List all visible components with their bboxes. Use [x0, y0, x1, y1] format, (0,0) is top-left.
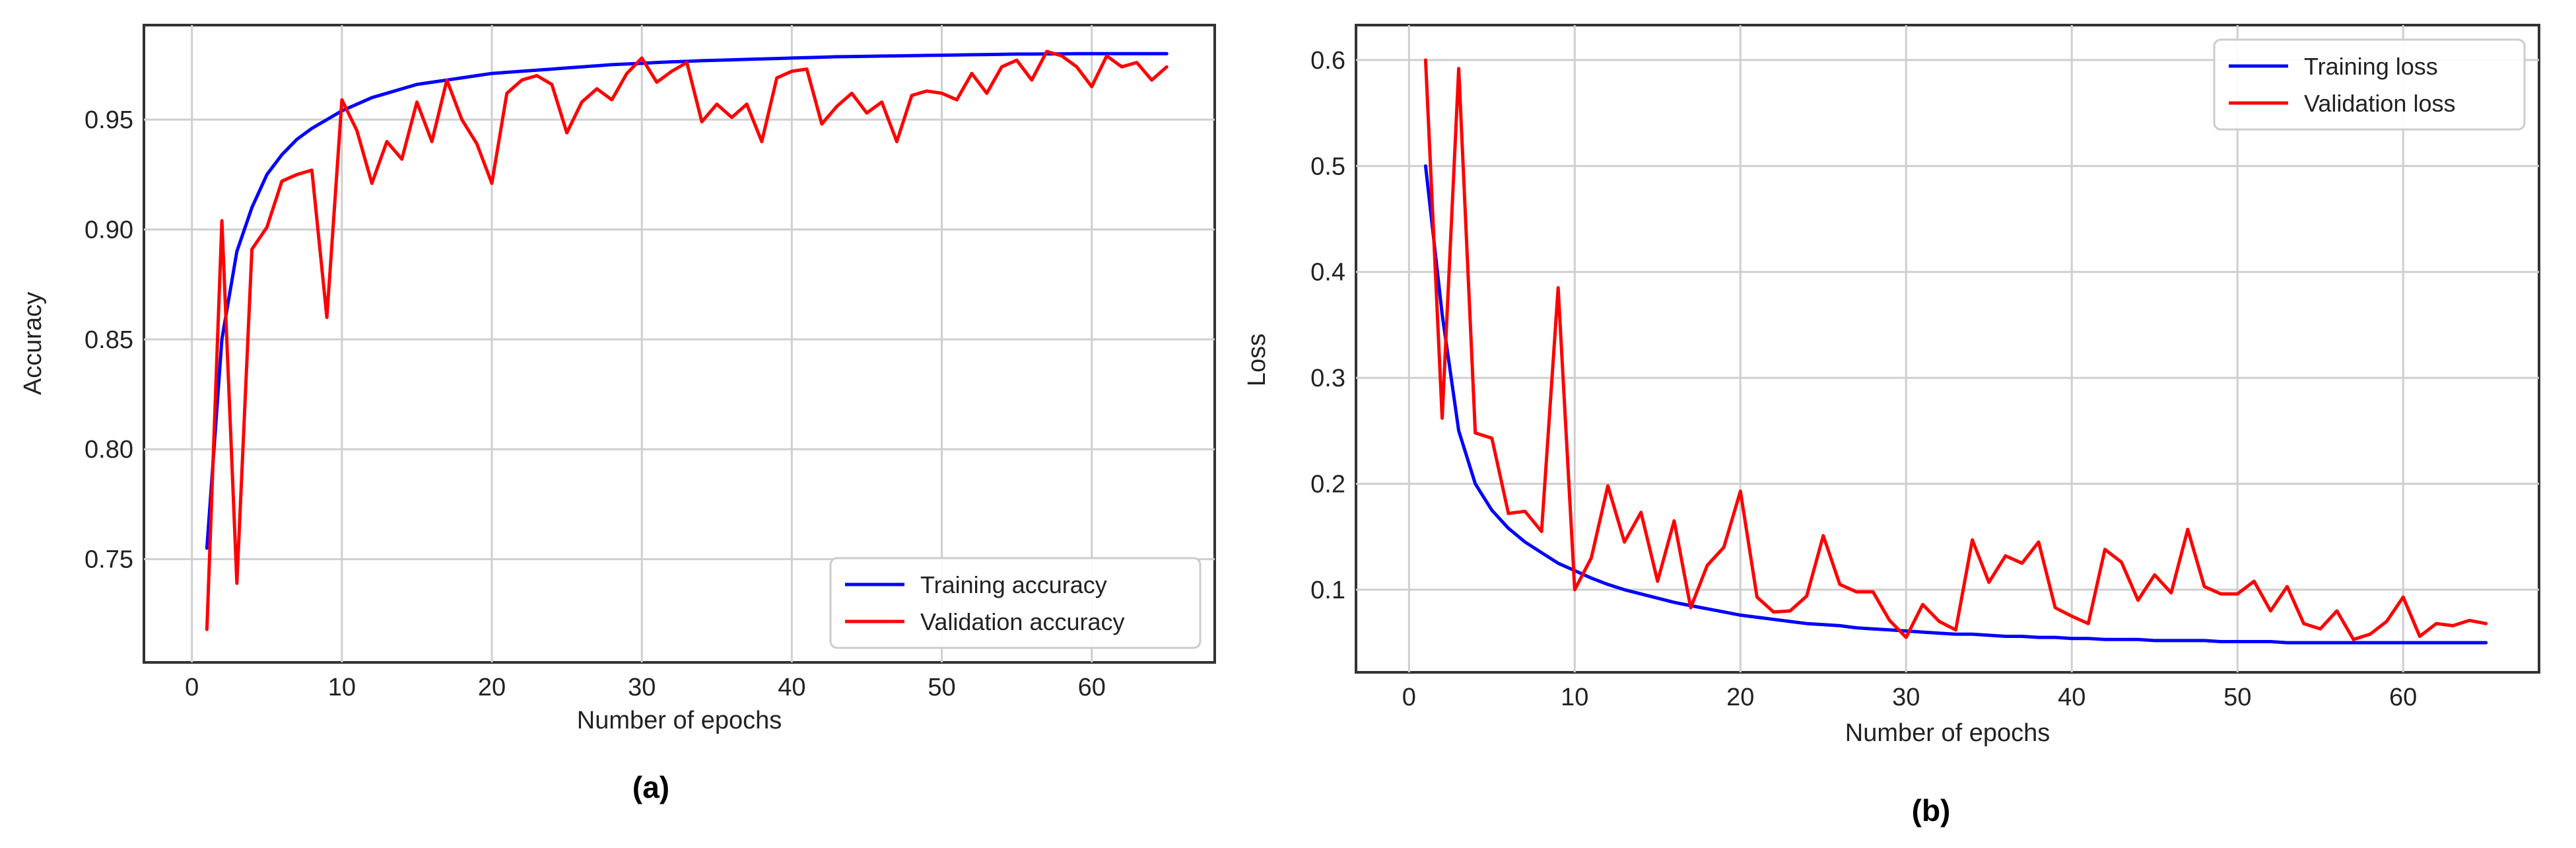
panel-label-a: (a): [632, 770, 669, 804]
loss-y-tick-label: 0.6: [1310, 47, 1345, 75]
loss-x-ticks: 0 10 20 30 40 50 60: [1402, 684, 2418, 711]
loss-y-axis-label: Loss: [1243, 334, 1271, 386]
loss-chart-panel: 0 10 20 30 40 50 60 0.1 0.2 0.3 0.4 0.5 0.6 Trainin…: [1243, 24, 2540, 828]
loss-y-tick-label: 0.2: [1310, 471, 1345, 499]
loss-series-validation-line: [1423, 58, 2488, 641]
accuracy-legend: Training accuracy Validation accuracy: [829, 557, 1202, 649]
accuracy-x-tick-label: 20: [478, 674, 506, 701]
accuracy-y-tick-label: 0.75: [85, 546, 133, 574]
loss-y-tick-label: 0.3: [1310, 365, 1345, 392]
accuracy-x-tick-label: 40: [778, 674, 805, 701]
accuracy-x-tick-label: 10: [328, 674, 356, 701]
accuracy-legend-label: Training accuracy: [920, 571, 1107, 598]
loss-legend-box: [2213, 38, 2526, 131]
loss-legend: Training loss Validation loss: [2213, 38, 2526, 131]
accuracy-y-ticks: 0.75 0.80 0.85 0.90 0.95: [85, 106, 133, 574]
accuracy-chart-panel: 0 10 20 30 40 50 60 0.75 0.80 0.85 0.90 0.95 Train…: [19, 24, 1216, 804]
loss-series-training-line: [1423, 164, 2488, 645]
loss-grid: [1356, 25, 2539, 672]
loss-y-tick-label: 0.5: [1310, 153, 1345, 180]
accuracy-y-tick-label: 0.90: [85, 216, 133, 244]
accuracy-x-tick-label: 60: [1078, 674, 1106, 701]
loss-x-tick-label: 60: [2389, 684, 2417, 711]
loss-x-tick-label: 50: [2223, 684, 2251, 711]
loss-y-ticks: 0.1 0.2 0.3 0.4 0.5 0.6: [1310, 47, 1345, 604]
accuracy-x-axis-label: Number of epochs: [577, 707, 782, 734]
loss-legend-label: Training loss: [2304, 53, 2438, 80]
accuracy-x-tick-label: 50: [928, 674, 955, 701]
accuracy-x-tick-label: 30: [628, 674, 656, 701]
accuracy-y-tick-label: 0.80: [85, 436, 133, 464]
accuracy-x-tick-label: 0: [185, 674, 199, 701]
loss-x-tick-label: 20: [1726, 684, 1754, 711]
accuracy-y-axis-label: Accuracy: [19, 292, 47, 395]
loss-lines: [1423, 58, 2488, 645]
accuracy-legend-box: [829, 557, 1202, 649]
accuracy-y-tick-label: 0.95: [85, 106, 133, 134]
accuracy-y-tick-label: 0.85: [85, 326, 133, 354]
accuracy-grid: [144, 25, 1215, 662]
panel-label-b: (b): [1912, 793, 1951, 828]
loss-y-tick-label: 0.4: [1310, 259, 1345, 287]
accuracy-x-ticks: 0 10 20 30 40 50 60: [185, 674, 1106, 701]
loss-x-tick-label: 30: [1892, 684, 1920, 711]
loss-x-tick-label: 0: [1402, 684, 1416, 711]
accuracy-legend-label: Validation accuracy: [920, 608, 1125, 635]
accuracy-plot-area: [143, 24, 1216, 664]
accuracy-series-validation-line: [205, 50, 1169, 631]
loss-y-tick-label: 0.1: [1310, 577, 1345, 604]
loss-legend-label: Validation loss: [2304, 90, 2455, 117]
accuracy-lines: [205, 50, 1169, 631]
loss-x-tick-label: 40: [2058, 684, 2085, 711]
loss-x-axis-label: Number of epochs: [1845, 719, 2051, 747]
loss-x-tick-label: 10: [1561, 684, 1588, 711]
